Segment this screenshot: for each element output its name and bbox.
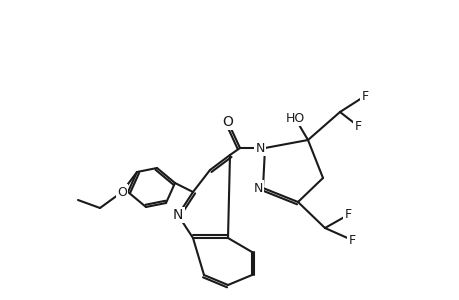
Text: F: F (344, 208, 351, 221)
Text: N: N (255, 142, 264, 154)
Text: O: O (117, 185, 127, 199)
Text: HO: HO (285, 112, 304, 124)
Text: O: O (222, 115, 233, 129)
Text: F: F (361, 89, 368, 103)
Text: N: N (173, 208, 183, 222)
Text: N: N (253, 182, 263, 194)
Text: F: F (347, 233, 355, 247)
Text: F: F (354, 119, 361, 133)
